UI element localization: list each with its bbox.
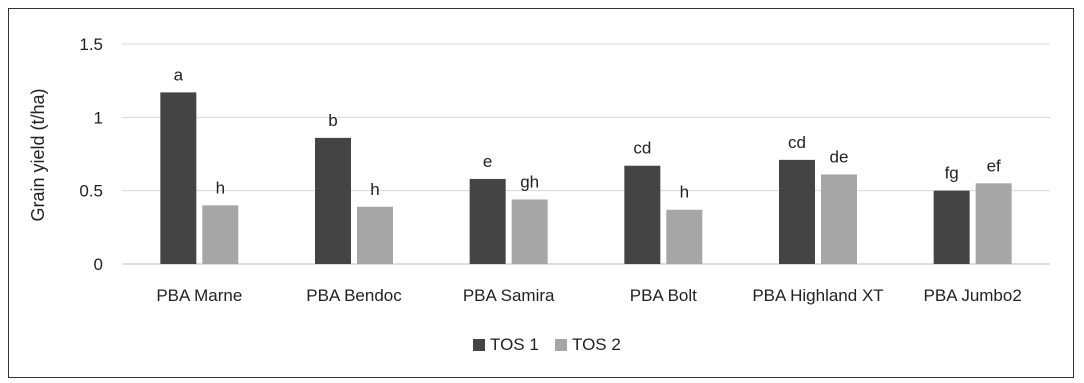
bar-tos1 bbox=[469, 178, 506, 264]
bar-significance-label: ef bbox=[987, 156, 1001, 175]
bar-significance-label: gh bbox=[520, 172, 539, 191]
category-labels: PBA Marne PBA Bendoc PBA Samira PBA Bolt PBA… bbox=[156, 286, 1021, 305]
bar-significance-label: a bbox=[174, 65, 184, 84]
bar-tos1 bbox=[779, 159, 815, 264]
bar-tos1 bbox=[315, 137, 351, 264]
gridlines bbox=[122, 43, 1050, 265]
bar-tos2 bbox=[975, 183, 1012, 264]
category-label: PBA Samira bbox=[463, 286, 555, 305]
bar-tos2 bbox=[511, 199, 548, 264]
bar-significance-label: b bbox=[328, 111, 337, 130]
y-axis-label: Grain yield (t/ha) bbox=[28, 88, 48, 221]
legend-swatch bbox=[555, 339, 567, 351]
bar-tos1 bbox=[624, 165, 661, 264]
category-label: PBA Marne bbox=[156, 286, 242, 305]
y-tick-label: 1.5 bbox=[79, 35, 103, 54]
category-label: PBA Bendoc bbox=[306, 286, 402, 305]
y-tick-label: 0.5 bbox=[79, 182, 103, 201]
bar-labels: a h b h e gh cd h cd de fg ef bbox=[174, 65, 1001, 201]
bar-tos1 bbox=[933, 190, 970, 264]
bar-significance-label: cd bbox=[788, 133, 806, 152]
bars bbox=[160, 92, 1012, 265]
legend: TOS 1 TOS 2 bbox=[473, 335, 621, 354]
bar-significance-label: fg bbox=[945, 164, 959, 183]
legend-label: TOS 2 bbox=[572, 335, 621, 354]
category-label: PBA Highland XT bbox=[752, 286, 883, 305]
bar-tos2 bbox=[357, 206, 393, 264]
bar-tos2 bbox=[202, 205, 239, 264]
bar-tos1 bbox=[160, 92, 197, 265]
bar-significance-label: de bbox=[830, 148, 849, 167]
category-label: PBA Jumbo2 bbox=[924, 286, 1022, 305]
y-tick-label: 0 bbox=[94, 255, 103, 274]
bar-significance-label: cd bbox=[633, 139, 651, 158]
y-tick-label: 1 bbox=[94, 108, 103, 127]
bar-tos2 bbox=[666, 209, 703, 264]
bar-significance-label: h bbox=[370, 180, 379, 199]
bar-significance-label: e bbox=[483, 152, 492, 171]
bar-significance-label: h bbox=[216, 178, 225, 197]
bar-tos2 bbox=[821, 174, 857, 264]
legend-label: TOS 1 bbox=[490, 335, 539, 354]
legend-swatch bbox=[473, 339, 485, 351]
bar-significance-label: h bbox=[680, 183, 689, 202]
y-axis-ticks: 0 0.5 1 1.5 bbox=[79, 35, 103, 274]
category-label: PBA Bolt bbox=[630, 286, 697, 305]
